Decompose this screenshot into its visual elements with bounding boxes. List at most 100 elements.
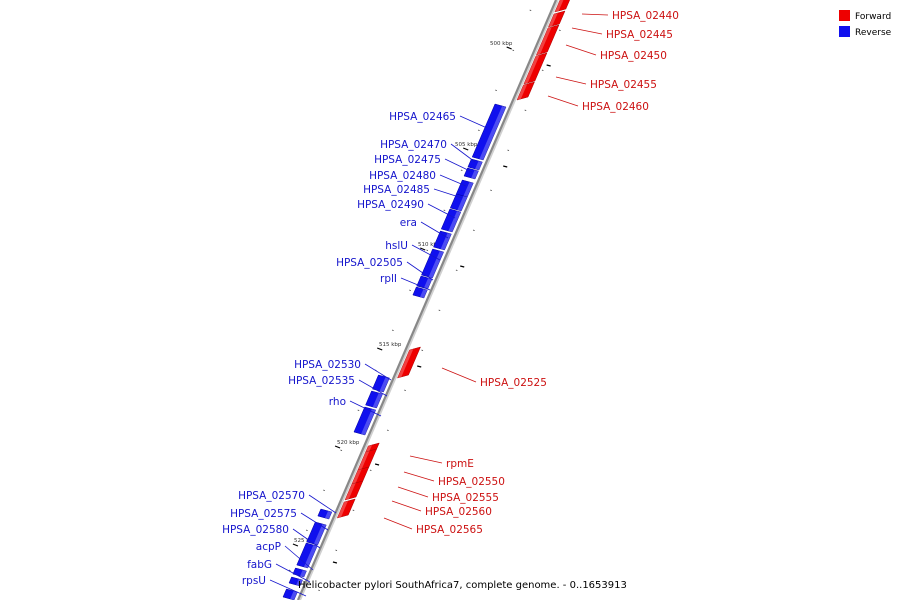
gene-hpsa-02465[interactable] [471, 103, 507, 161]
gene-label-hpsa-02440: HPSA_02440 [612, 10, 679, 22]
gene-highlight [471, 170, 479, 179]
label-leader [383, 517, 413, 530]
gene-highlight [324, 511, 332, 519]
gene-label-hpsa-02550: HPSA_02550 [438, 476, 505, 488]
tick-label: 520 kbp [337, 440, 360, 446]
tick-label: 525 kbp [294, 538, 317, 544]
gene-label-era: era [400, 217, 417, 229]
major-tick-right [332, 561, 338, 564]
label-leader [308, 494, 337, 514]
gene-era[interactable] [433, 230, 452, 251]
gene-highlight [420, 289, 428, 298]
gene-hpsa-02525[interactable] [397, 346, 421, 379]
gene-hpsa-02565[interactable] [336, 498, 356, 519]
gene-highlight [448, 211, 461, 232]
gene-label-rho: rho [329, 396, 346, 408]
label-leader [571, 27, 603, 35]
legend-forward-label: Forward [855, 12, 891, 22]
minor-tick [369, 469, 372, 471]
label-leader [358, 379, 388, 397]
major-tick-right [374, 463, 380, 466]
minor-tick [340, 449, 343, 451]
gene-hpsa-02440[interactable] [554, 0, 571, 13]
minor-tick [409, 289, 411, 291]
minor-tick [524, 109, 527, 111]
gene-hpsa-02450[interactable] [535, 24, 560, 56]
gene-label-hpsa-02565: HPSA_02565 [416, 524, 483, 536]
gene-label-acpp: acpP [256, 541, 281, 553]
gene-hpsa-02460[interactable] [516, 81, 535, 101]
gene-hpsa-02575[interactable] [306, 521, 327, 546]
label-leader [409, 455, 443, 464]
gene-rpsu[interactable] [282, 588, 298, 600]
minor-tick [495, 89, 497, 91]
label-leader [403, 471, 435, 482]
gene-label-hpsa-02475: HPSA_02475 [374, 154, 441, 166]
minor-tick [507, 149, 510, 151]
gene-rpli[interactable] [412, 286, 428, 299]
gene-highlight [290, 591, 298, 600]
major-tick [292, 543, 299, 547]
minor-tick [352, 509, 355, 511]
major-tick-right [460, 265, 465, 268]
gene-hpsa-02485[interactable] [449, 193, 468, 212]
gene-hpsa-02455[interactable] [523, 52, 548, 85]
label-leader [420, 221, 449, 239]
gene-highlight [345, 483, 356, 500]
gene-hpsa-02570[interactable] [317, 508, 333, 520]
gene-label-hpsa-02570: HPSA_02570 [238, 490, 305, 502]
legend-reverse-label: Reverse [855, 28, 892, 38]
gene-highlight [479, 106, 506, 160]
minor-tick [421, 349, 424, 351]
gene-highlight [351, 469, 362, 484]
label-leader [459, 115, 488, 129]
major-tick [334, 445, 341, 449]
gene-highlight [554, 0, 564, 12]
gene-highlight [523, 55, 540, 84]
label-leader [400, 277, 431, 291]
minor-tick [512, 49, 515, 51]
label-leader [427, 203, 456, 219]
genome-caption: Helicobacter pylori SouthAfrica7, comple… [298, 580, 627, 591]
gene-highlight [475, 161, 483, 170]
gene-hpsa-02475[interactable] [463, 167, 479, 180]
gene-hslu[interactable] [421, 248, 444, 279]
gene-label-hpsa-02485: HPSA_02485 [363, 184, 430, 196]
legend-forward-swatch [839, 10, 850, 21]
gene-label-hpsa-02560: HPSA_02560 [425, 506, 492, 518]
gene-label-rpsu: rpsU [242, 575, 266, 587]
gene-label-hpsa-02525: HPSA_02525 [480, 377, 547, 389]
label-leader [300, 512, 329, 531]
major-tick-right [417, 365, 422, 368]
gene-label-rpli: rplI [380, 273, 397, 285]
gene-features[interactable] [282, 0, 571, 600]
gene-label-hpsa-02460: HPSA_02460 [582, 101, 649, 113]
label-leader [391, 500, 422, 512]
minor-tick [443, 209, 446, 211]
label-leader [444, 158, 473, 173]
minor-tick [288, 569, 291, 571]
gene-highlight [440, 233, 452, 250]
minor-tick [558, 29, 561, 31]
gene-highlight [300, 570, 307, 577]
gene-hpsa-02535[interactable] [365, 390, 383, 409]
label-leader [411, 244, 441, 261]
gene-hpsa-02490[interactable] [440, 208, 462, 233]
gene-hpsa-02470[interactable] [467, 158, 483, 171]
gene-hpsa-02530[interactable] [372, 374, 390, 393]
label-leader [450, 143, 476, 163]
gene-hpsa-02580[interactable] [296, 542, 318, 569]
minor-tick [529, 9, 532, 11]
gene-rho[interactable] [353, 406, 377, 436]
gene-highlight [361, 409, 376, 435]
gene-fabg[interactable] [288, 576, 303, 587]
tick-label: 505 kbp [455, 142, 478, 148]
gene-label-hpsa-02455: HPSA_02455 [590, 79, 657, 91]
minor-tick [323, 489, 325, 491]
label-leader [397, 486, 429, 498]
gene-hpsa-02445[interactable] [547, 10, 566, 28]
gene-label-hpsa-02555: HPSA_02555 [432, 492, 499, 504]
gene-highlight [423, 278, 433, 289]
gene-hpsa-02560[interactable] [344, 480, 364, 501]
